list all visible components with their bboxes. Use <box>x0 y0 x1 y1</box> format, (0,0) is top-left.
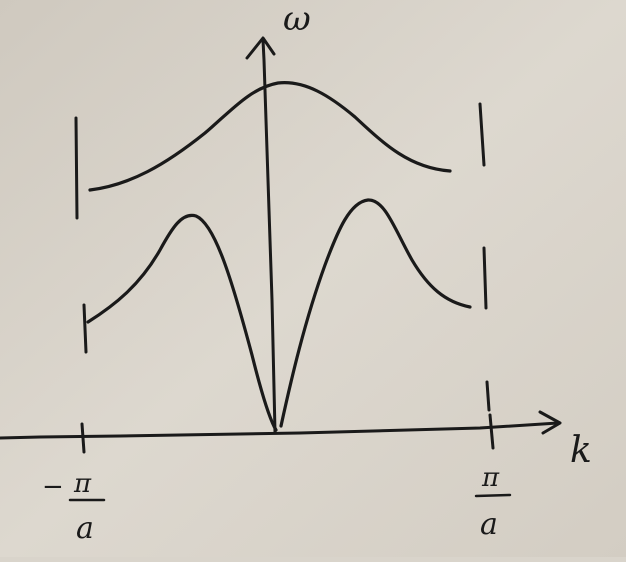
omega-axis-line <box>261 38 277 434</box>
left-boundary-dash <box>74 116 79 220</box>
left-tick-label: − π a <box>42 469 106 546</box>
acoustic-branch-right-curve <box>279 198 472 428</box>
right-tick-fraction-bar <box>474 493 512 498</box>
acoustic-branch-left-curve <box>86 213 278 432</box>
k-axis: k <box>0 410 592 471</box>
left-tick-numerator: π <box>73 469 92 499</box>
left-boundary-dash <box>82 303 88 354</box>
left-tick-sign: − <box>42 472 64 502</box>
omega-axis-arrowhead <box>245 36 276 60</box>
k-axis-line <box>0 421 560 440</box>
optical-branch-curve <box>88 81 452 192</box>
k-axis-label: k <box>570 430 592 471</box>
right-zone-boundary <box>478 102 491 412</box>
right-tick-label: π a <box>474 463 512 542</box>
omega-axis: ω <box>245 0 311 434</box>
left-zone-tick <box>80 422 86 454</box>
k-axis-arrowhead <box>538 410 562 435</box>
right-zone-tick <box>488 413 495 450</box>
right-boundary-dash <box>485 380 491 412</box>
left-tick-denominator: a <box>76 511 94 546</box>
right-boundary-dash <box>482 246 488 310</box>
right-tick-numerator: π <box>481 463 500 493</box>
omega-axis-label: ω <box>283 0 311 39</box>
right-boundary-dash <box>478 102 486 167</box>
left-zone-boundary <box>74 116 88 354</box>
right-tick-denominator: a <box>480 507 498 542</box>
